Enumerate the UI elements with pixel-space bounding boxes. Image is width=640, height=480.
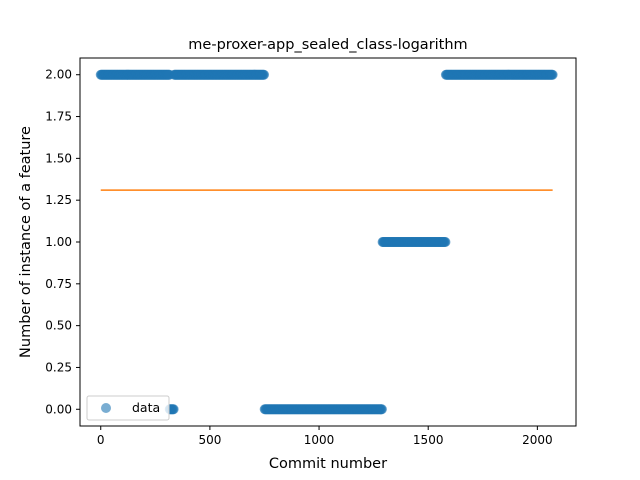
y-tick-label: 0.75 (45, 277, 72, 291)
y-tick-label: 0.00 (45, 402, 72, 416)
x-tick-label: 2000 (522, 433, 553, 447)
data-point (376, 404, 387, 415)
data-point (547, 69, 558, 80)
y-tick-label: 1.00 (45, 235, 72, 249)
legend: data (86, 395, 170, 421)
legend-marker-data (101, 403, 111, 413)
y-axis: 0.00 0.25 0.50 0.75 1.00 1.25 1.50 1.75 2.00 (45, 68, 80, 416)
y-tick-label: 0.25 (45, 360, 72, 374)
y-tick-label: 1.25 (45, 193, 72, 207)
x-axis: 0 500 1000 1500 2000 (97, 426, 553, 447)
y-axis-label: Number of instance of a feature (18, 126, 34, 358)
y-tick-label: 1.75 (45, 110, 72, 124)
data-point (440, 237, 451, 247)
y-tick-label: 1.50 (45, 151, 72, 165)
x-tick-label: 1000 (304, 433, 335, 447)
legend-box (86, 395, 170, 421)
x-tick-label: 0 (97, 433, 105, 447)
data-point (259, 69, 270, 80)
y-tick-label: 2.00 (45, 68, 72, 82)
x-axis-label: Commit number (269, 456, 387, 472)
x-tick-label: 500 (198, 433, 221, 447)
data-point (168, 404, 179, 415)
chart-title: me-proxer-app_sealed_class-logarithm (188, 37, 467, 53)
x-tick-label: 1500 (413, 433, 444, 447)
legend-label-data: data (132, 400, 160, 415)
plot-marks (95, 69, 558, 415)
y-tick-label: 0.50 (45, 319, 72, 333)
